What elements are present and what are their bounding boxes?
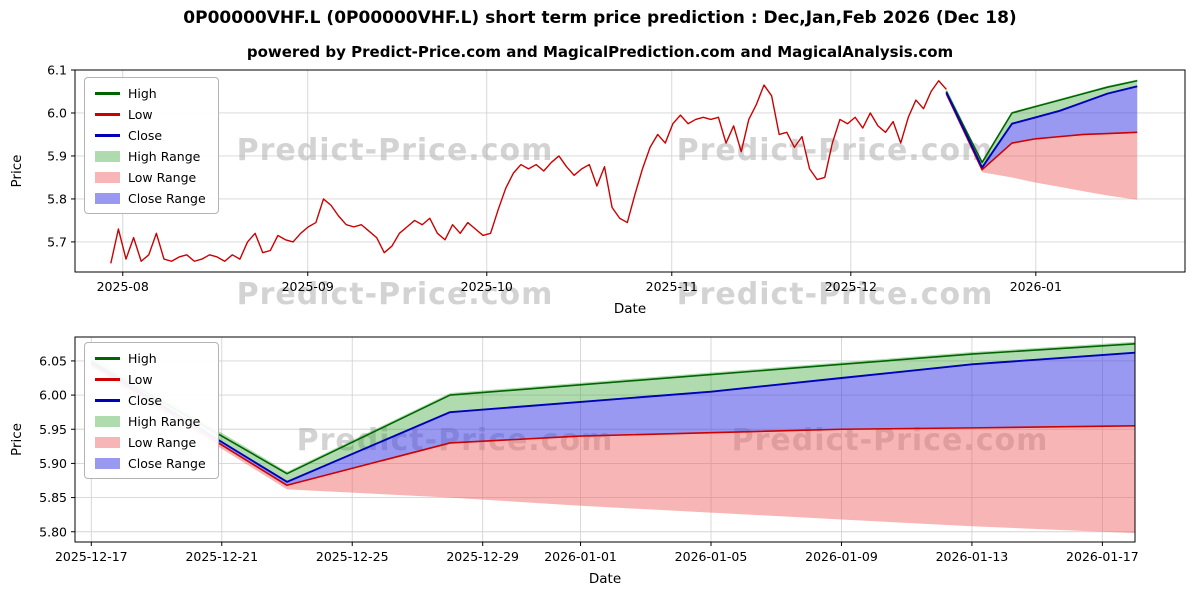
legend-label: Low Range: [128, 169, 197, 185]
legend-patch-swatch: [95, 457, 120, 469]
prediction-high-line: [945, 79, 1138, 164]
watermark-text: Predict-Price.com: [677, 133, 994, 168]
x-tick-label: 2025-09: [282, 279, 334, 294]
history-low-line: [110, 80, 947, 264]
legend-line-swatch: [95, 398, 120, 402]
legend-item-close-range: Close Range: [95, 190, 206, 206]
x-tick-label: 2025-08: [97, 279, 149, 294]
legend-patch-swatch: [95, 415, 120, 427]
x-tick-label: 2025-12-25: [316, 549, 389, 564]
watermark-text: Predict-Price.com: [237, 277, 554, 312]
x-tick-label: 2025-12-17: [55, 549, 128, 564]
legend-item-low-range: Low Range: [95, 169, 206, 185]
close-range-band: [91, 352, 1135, 486]
legend-patch-swatch: [95, 436, 120, 448]
x-tick-label: 2025-11: [646, 279, 698, 294]
y-tick-label: 6.00: [39, 388, 67, 403]
legend-top-chart: High Low Close High Range Low Range Close Ran…: [84, 77, 219, 214]
legend-patch-swatch: [95, 150, 120, 162]
y-tick-label: 5.8: [47, 191, 67, 206]
prediction-close-line: [945, 85, 1138, 169]
legend-label: Close: [128, 392, 163, 408]
legend-bottom-chart: High Low Close High Range Low Range Close Ran…: [84, 342, 219, 479]
prediction-high-line: [90, 343, 1136, 475]
legend-line-swatch: [95, 356, 120, 360]
page-title: 0P00000VHF.L (0P00000VHF.L) short term p…: [183, 8, 1017, 28]
x-axis-label: Date: [614, 301, 646, 317]
legend-line-swatch: [95, 112, 120, 116]
y-tick-label: 6.1: [47, 63, 67, 78]
y-tick-label: 5.9: [47, 148, 67, 163]
legend-label: Low: [128, 106, 153, 122]
watermark-text: Predict-Price.com: [237, 133, 554, 168]
x-tick-label: 2026-01-13: [936, 549, 1009, 564]
y-axis-label: Price: [9, 423, 25, 456]
legend-line-swatch: [95, 133, 120, 137]
y-axis-label: Price: [9, 155, 25, 188]
legend-line-swatch: [95, 91, 120, 95]
y-tick-label: 5.90: [39, 456, 67, 471]
x-tick-label: 2025-12: [825, 279, 877, 294]
high-range-band: [946, 79, 1138, 168]
legend-label: High Range: [128, 148, 201, 164]
x-tick-label: 2026-01-17: [1066, 549, 1139, 564]
legend-item-high: High: [95, 85, 206, 101]
legend-patch-swatch: [95, 171, 120, 183]
legend-label: High Range: [128, 413, 201, 429]
x-tick-label: 2025-12-29: [446, 549, 519, 564]
legend-item-low: Low: [95, 106, 206, 122]
legend-label: Close Range: [128, 190, 206, 206]
legend-patch-swatch: [95, 192, 120, 204]
prediction-detail-group: Predict-Price.comPredict-Price.com2025-1…: [9, 336, 1139, 587]
y-tick-label: 5.7: [47, 234, 67, 249]
legend-item-high-range: High Range: [95, 413, 206, 429]
y-tick-label: 5.85: [39, 490, 67, 505]
plot-border: [74, 69, 1186, 273]
prediction-low-line: [945, 93, 1138, 171]
history-with-prediction-group: Predict-Price.com Predict-Price.com Predic…: [9, 63, 1186, 317]
legend-item-low-range: Low Range: [95, 434, 206, 450]
high-range-band: [91, 341, 1135, 482]
x-tick-label: 2026-01-09: [805, 549, 878, 564]
legend-label: Low: [128, 371, 153, 387]
prediction-low-line: [90, 363, 1136, 487]
legend-label: Close Range: [128, 455, 206, 471]
plot-border: [74, 336, 1136, 543]
page-subtitle: powered by Predict-Price.com and Magical…: [246, 43, 954, 61]
x-tick-label: 2026-01-01: [544, 549, 617, 564]
close-range-band: [946, 86, 1138, 170]
low-range-band: [946, 93, 1138, 200]
legend-line-swatch: [95, 377, 120, 381]
legend-item-low: Low: [95, 371, 206, 387]
legend-label: High: [128, 85, 157, 101]
y-tick-label: 5.95: [39, 422, 67, 437]
x-tick-label: 2026-01: [1010, 279, 1062, 294]
legend-label: Close: [128, 127, 163, 143]
y-tick-label: 6.0: [47, 105, 67, 120]
legend-item-close: Close: [95, 127, 206, 143]
x-tick-label: 2025-10: [461, 279, 513, 294]
y-tick-label: 6.05: [39, 353, 67, 368]
legend-item-high-range: High Range: [95, 148, 206, 164]
x-tick-label: 2025-12-21: [185, 549, 258, 564]
legend-label: Low Range: [128, 434, 197, 450]
watermark-text: Predict-Price.com: [677, 277, 994, 312]
prediction-close-line: [90, 351, 1136, 483]
x-axis-label: Date: [589, 571, 621, 587]
legend-item-close: Close: [95, 392, 206, 408]
low-range-band: [91, 364, 1135, 534]
legend-item-close-range: Close Range: [95, 455, 206, 471]
x-tick-label: 2026-01-05: [675, 549, 748, 564]
legend-label: High: [128, 350, 157, 366]
legend-item-high: High: [95, 350, 206, 366]
y-tick-label: 5.80: [39, 524, 67, 539]
